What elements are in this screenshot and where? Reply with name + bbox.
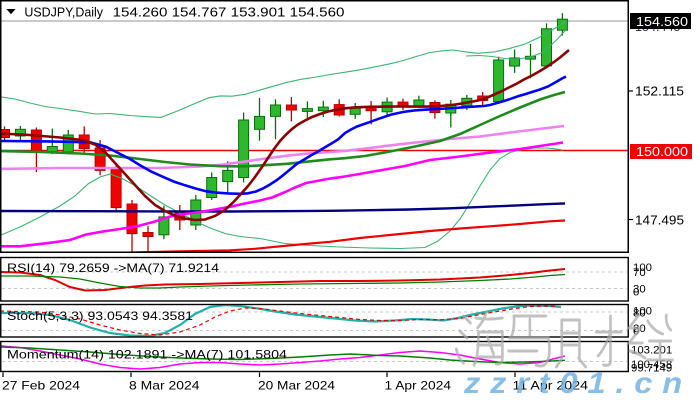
svg-text:30: 30 [633, 284, 646, 296]
svg-text:8 Mar 2024: 8 Mar 2024 [129, 379, 200, 393]
svg-text:zzrt01.cn: zzrt01.cn [463, 367, 692, 400]
svg-text:99.7149: 99.7149 [631, 362, 672, 374]
svg-text:154.260 154.767 153.901 154.56: 154.260 154.767 153.901 154.560 [113, 4, 345, 19]
svg-text:0: 0 [633, 287, 639, 299]
svg-text:70: 70 [633, 267, 646, 279]
svg-text:RSI(14) 79.2659 ->MA(7) 71.92: RSI(14) 79.2659 ->MA(7) 71.9214 [7, 262, 220, 275]
svg-text:1 Apr 2024: 1 Apr 2024 [385, 379, 452, 393]
svg-text:Momentum(14) 102.1891 ->MA(7): Momentum(14) 102.1891 ->MA(7) 101.5804 [7, 349, 288, 362]
svg-text:11 Apr 2024: 11 Apr 2024 [513, 379, 589, 393]
svg-text:100: 100 [633, 262, 652, 274]
svg-text:103.201: 103.201 [631, 345, 672, 357]
svg-text:147.495: 147.495 [635, 213, 684, 227]
svg-text:152.115: 152.115 [635, 85, 684, 99]
svg-text:154.560: 154.560 [636, 15, 688, 29]
svg-text:Stoch(5,3,3) 93.0543 94.3581: Stoch(5,3,3) 93.0543 94.3581 [7, 310, 193, 323]
svg-text:USDJPY,Daily: USDJPY,Daily [24, 4, 103, 19]
svg-text:150.000: 150.000 [636, 145, 688, 159]
svg-text:20 Mar 2024: 20 Mar 2024 [258, 379, 335, 393]
svg-text:100.458: 100.458 [631, 359, 672, 371]
svg-text:80: 80 [633, 308, 646, 320]
svg-text:27 Feb 2024: 27 Feb 2024 [2, 379, 80, 393]
